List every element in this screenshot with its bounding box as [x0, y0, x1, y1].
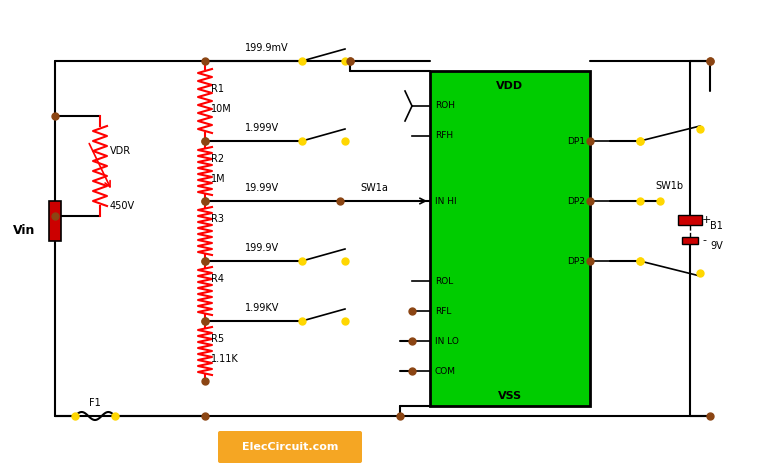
- Text: IN LO: IN LO: [435, 336, 458, 346]
- Text: 1.99KV: 1.99KV: [245, 303, 280, 313]
- Text: VDR: VDR: [110, 146, 131, 156]
- Text: 19.99V: 19.99V: [245, 183, 279, 193]
- Text: ElecCircuit.com: ElecCircuit.com: [242, 442, 338, 452]
- Text: DP3: DP3: [567, 257, 585, 266]
- Text: 10M: 10M: [211, 104, 232, 114]
- Text: DP2: DP2: [567, 196, 585, 205]
- Text: 1.11K: 1.11K: [211, 354, 239, 364]
- Text: 199.9V: 199.9V: [245, 243, 279, 253]
- Text: ROL: ROL: [435, 276, 453, 285]
- Text: RFL: RFL: [435, 307, 452, 316]
- Text: SW1b: SW1b: [655, 181, 683, 191]
- Text: 9V: 9V: [710, 241, 723, 251]
- Text: Vin: Vin: [12, 225, 35, 237]
- Text: R1: R1: [211, 84, 224, 94]
- Text: ROH: ROH: [435, 101, 455, 111]
- Text: COM: COM: [435, 366, 456, 375]
- Text: F1: F1: [89, 398, 101, 408]
- Bar: [682, 237, 698, 244]
- Text: 1M: 1M: [211, 174, 226, 184]
- Text: 450V: 450V: [110, 201, 135, 211]
- Text: VSS: VSS: [498, 391, 522, 401]
- Text: VDD: VDD: [496, 81, 524, 91]
- Text: B1: B1: [710, 221, 723, 231]
- Text: RFH: RFH: [435, 131, 453, 140]
- Text: IN HI: IN HI: [435, 196, 457, 205]
- Text: DP1: DP1: [567, 137, 585, 146]
- Text: R4: R4: [211, 274, 224, 284]
- Text: -: -: [702, 236, 706, 245]
- Text: R2: R2: [211, 154, 224, 164]
- FancyBboxPatch shape: [218, 431, 362, 463]
- Bar: [49, 201, 61, 241]
- Text: 1.999V: 1.999V: [245, 123, 279, 133]
- Text: R3: R3: [211, 214, 224, 224]
- Bar: [430, 71, 590, 406]
- Text: R5: R5: [211, 334, 224, 344]
- Bar: [678, 215, 702, 225]
- Text: +: +: [702, 215, 711, 225]
- Text: 199.9mV: 199.9mV: [245, 43, 289, 53]
- Text: SW1a: SW1a: [360, 183, 388, 193]
